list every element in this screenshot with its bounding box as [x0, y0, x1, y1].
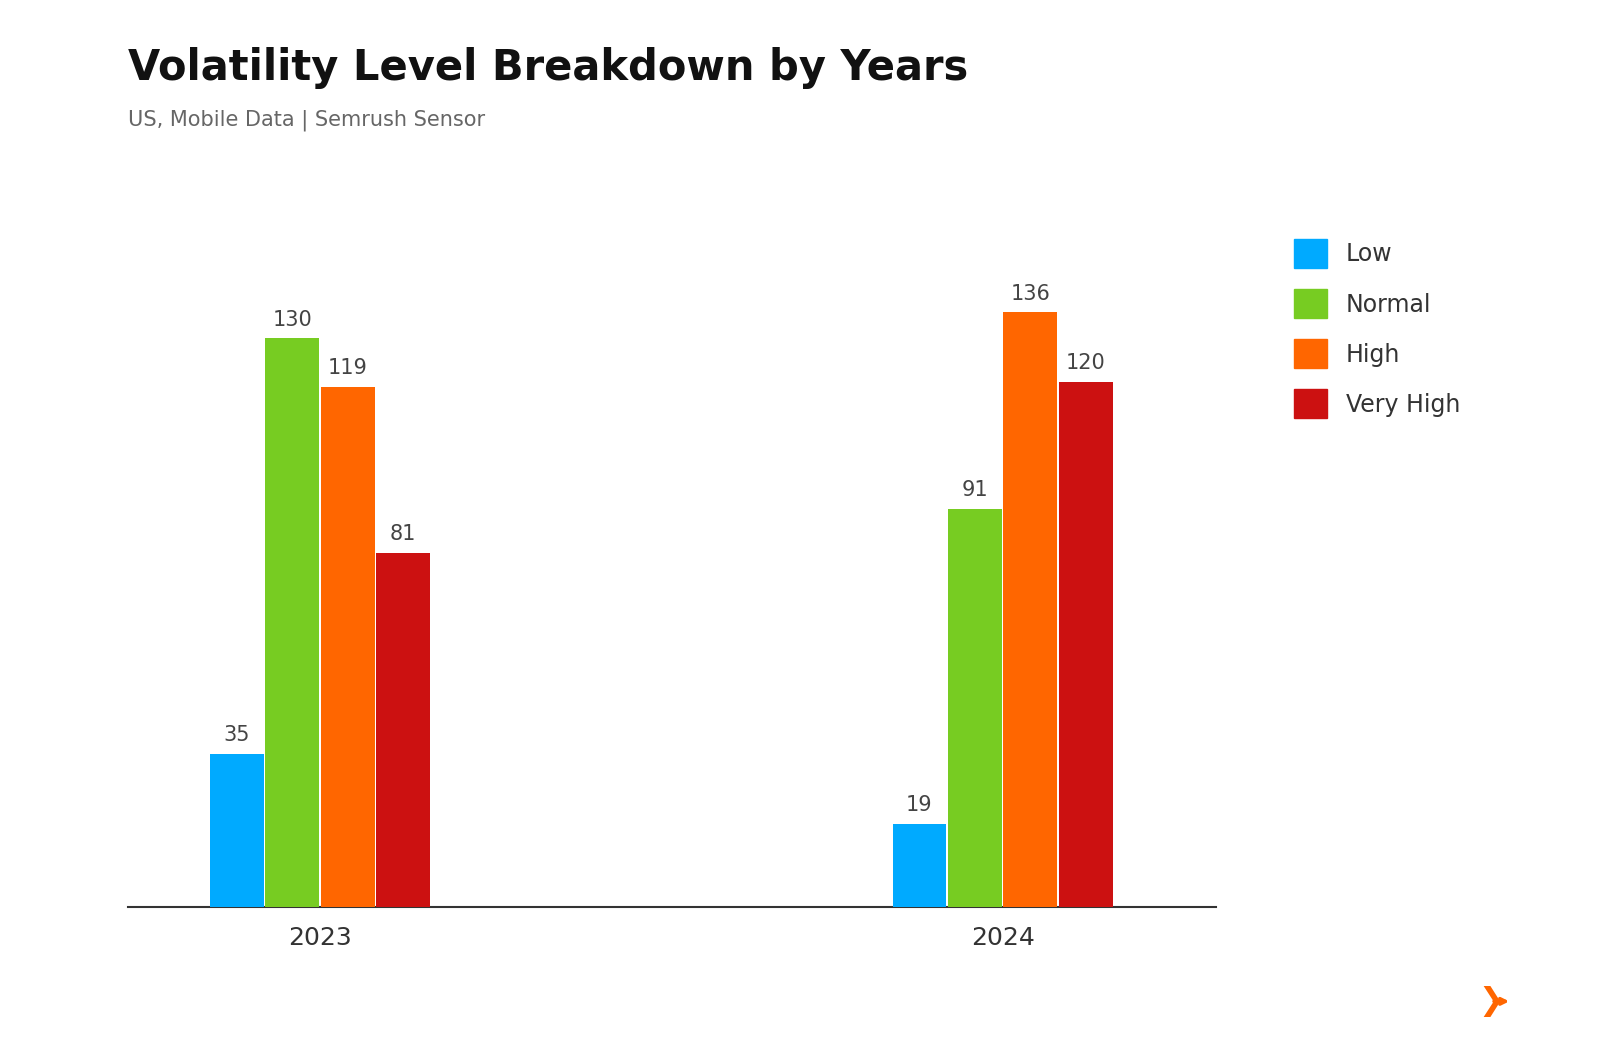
Legend: Low, Normal, High, Very High: Low, Normal, High, Very High: [1282, 227, 1472, 430]
Text: 81: 81: [390, 524, 416, 544]
Bar: [949, 508, 1002, 907]
Text: 136: 136: [1011, 283, 1050, 303]
Bar: [210, 753, 264, 907]
Text: Volatility Level Breakdown by Years: Volatility Level Breakdown by Years: [128, 47, 968, 89]
Text: 120: 120: [1066, 353, 1106, 373]
Text: US, Mobile Data | Semrush Sensor: US, Mobile Data | Semrush Sensor: [128, 109, 485, 131]
Bar: [266, 339, 318, 907]
Text: 130: 130: [272, 309, 312, 329]
Bar: [376, 552, 430, 907]
Bar: [893, 823, 946, 907]
Bar: [322, 387, 374, 907]
Text: semrush.com: semrush.com: [35, 992, 157, 1011]
Text: 19: 19: [906, 795, 933, 815]
Text: ❯: ❯: [1478, 986, 1504, 1017]
Text: 35: 35: [224, 725, 250, 745]
Text: 91: 91: [962, 480, 989, 500]
Bar: [1003, 313, 1058, 907]
Bar: [1059, 382, 1112, 907]
Text: 119: 119: [328, 357, 368, 378]
Text: SEMRUSH: SEMRUSH: [1402, 988, 1555, 1015]
